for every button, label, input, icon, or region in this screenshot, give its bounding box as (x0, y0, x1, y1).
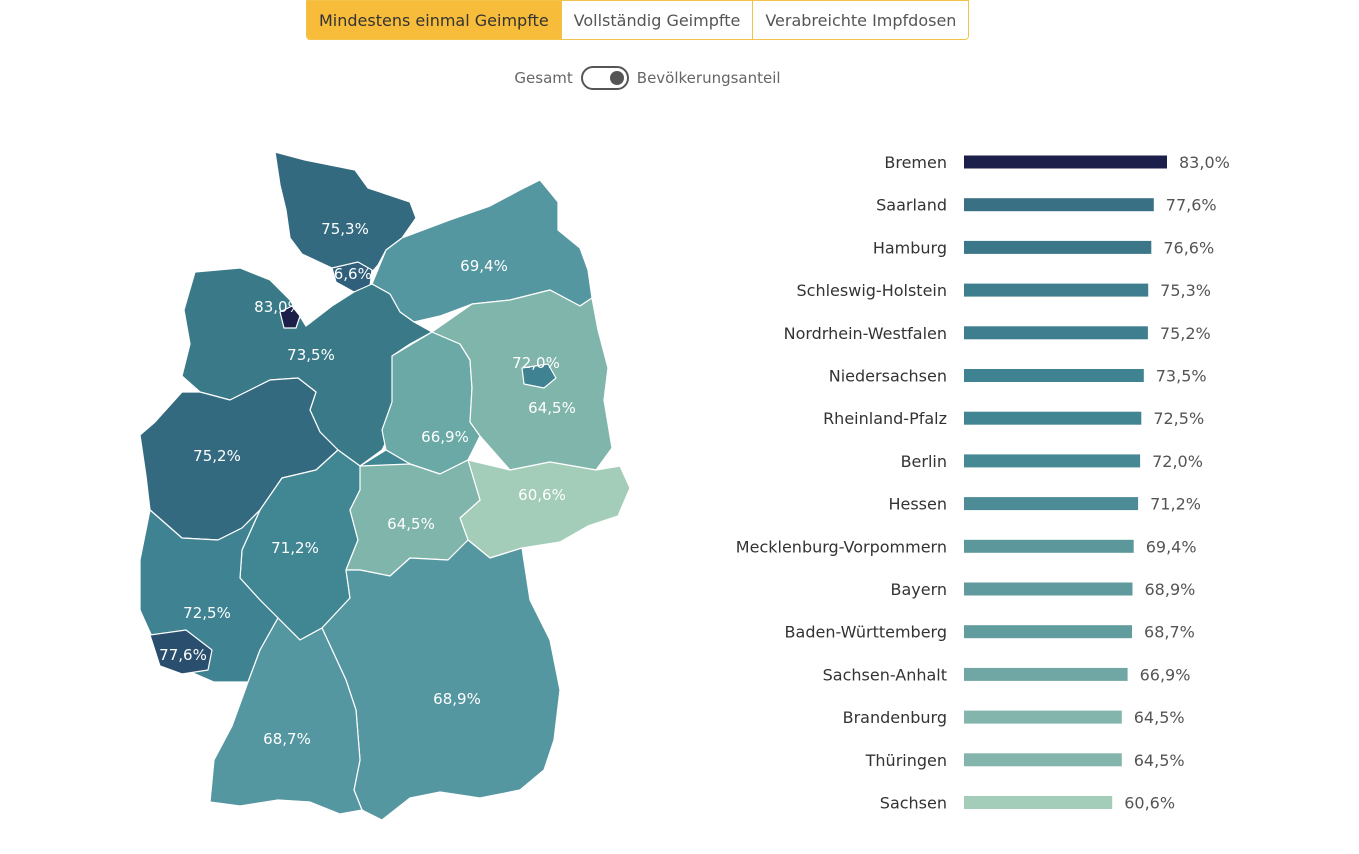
map-label-bayern: 68,9% (433, 690, 481, 708)
bar-rheinland-pfalz[interactable] (964, 411, 1142, 425)
bar-berlin[interactable] (964, 454, 1141, 468)
bar-value-label-hessen: 71,2% (1150, 495, 1201, 514)
map-label-thueringen: 64,5% (387, 515, 435, 533)
bar-category-bremen: Bremen (884, 153, 947, 172)
map-region-baden-wuerttemberg[interactable] (209, 617, 363, 815)
bar-value-label-mecklenburg-vorpommern: 69,4% (1146, 537, 1197, 556)
bar-value-label-baden-wuerttemberg: 68,7% (1144, 623, 1195, 642)
map-label-hessen: 71,2% (271, 539, 319, 557)
ranking-bar-chart: Bremen 83,0% Saarland 77,6% Hamburg 76,6% Schl… (736, 153, 1230, 813)
bar-value-label-nordrhein-westfalen: 75,2% (1160, 324, 1211, 343)
bar-schleswig-holstein[interactable] (964, 283, 1149, 297)
germany-map: 75,3% 76,6% 69,4% 83,0% 73,5% 72,0% 64,5… (139, 151, 631, 821)
bar-category-hessen: Hessen (888, 495, 947, 514)
map-label-mecklenburg-vorpommern: 69,4% (460, 257, 508, 275)
toggle-label-bevoelkerungsanteil: Bevölkerungsanteil (636, 69, 781, 87)
map-region-bayern[interactable] (321, 539, 561, 821)
bar-category-thueringen: Thüringen (865, 751, 947, 770)
bar-value-label-schleswig-holstein: 75,3% (1160, 281, 1211, 300)
tab-mindestens-einmal-geimpfte[interactable]: Mindestens einmal Geimpfte (307, 1, 561, 39)
map-region-brandenburg[interactable] (431, 289, 613, 471)
map-label-hamburg: 76,6% (324, 265, 372, 283)
bar-bremen[interactable] (964, 155, 1167, 169)
bar-sachsen[interactable] (964, 796, 1113, 809)
bar-category-hamburg: Hamburg (873, 238, 947, 257)
bar-value-label-brandenburg: 64,5% (1134, 708, 1185, 727)
bar-niedersachsen[interactable] (964, 369, 1144, 382)
bar-bayern[interactable] (964, 582, 1133, 596)
metric-tabs: Mindestens einmal Geimpfte Vollständig G… (306, 0, 970, 40)
bar-value-label-rheinland-pfalz: 72,5% (1153, 409, 1204, 428)
bar-sachsen-anhalt[interactable] (964, 667, 1128, 681)
bar-category-nordrhein-westfalen: Nordrhein-Westfalen (784, 324, 947, 343)
map-label-brandenburg: 64,5% (528, 399, 576, 417)
bar-hamburg[interactable] (964, 240, 1152, 254)
bar-value-label-bremen: 83,0% (1179, 153, 1230, 172)
view-toggle: Gesamt Bevölkerungsanteil (0, 66, 1295, 90)
map-label-nordrhein-westfalen: 75,2% (193, 447, 241, 465)
bar-value-label-sachsen: 60,6% (1124, 794, 1175, 813)
tab-verabreichte-impfdosen[interactable]: Verabreichte Impfdosen (752, 1, 969, 39)
toggle-knob (609, 71, 624, 85)
bar-value-label-bayern: 68,9% (1145, 580, 1196, 599)
bar-hessen[interactable] (964, 497, 1139, 511)
bar-value-label-hamburg: 76,6% (1163, 238, 1214, 257)
map-label-berlin: 72,0% (512, 354, 560, 372)
tab-vollstaendig-geimpfte[interactable]: Vollständig Geimpfte (560, 1, 753, 39)
map-label-saarland: 77,6% (159, 646, 207, 664)
bar-value-label-thueringen: 64,5% (1134, 751, 1185, 770)
bar-thueringen[interactable] (964, 753, 1122, 767)
bar-category-mecklenburg-vorpommern: Mecklenburg-Vorpommern (736, 537, 947, 556)
bar-nordrhein-westfalen[interactable] (964, 326, 1148, 340)
bar-value-label-sachsen-anhalt: 66,9% (1140, 665, 1191, 684)
bar-category-brandenburg: Brandenburg (843, 708, 947, 727)
bar-category-sachsen: Sachsen (880, 794, 947, 813)
bar-value-label-berlin: 72,0% (1152, 452, 1203, 471)
bar-category-berlin: Berlin (901, 452, 947, 471)
map-label-rheinland-pfalz: 72,5% (183, 604, 231, 622)
view-toggle-switch[interactable] (580, 66, 629, 90)
map-region-bremen[interactable] (279, 305, 301, 329)
bar-category-sachsen-anhalt: Sachsen-Anhalt (823, 665, 947, 684)
bar-mecklenburg-vorpommern[interactable] (964, 539, 1134, 553)
map-label-sachsen-anhalt: 66,9% (421, 428, 469, 446)
map-region-berlin[interactable] (521, 363, 557, 389)
map-label-schleswig-holstein: 75,3% (321, 220, 369, 238)
map-label-niedersachsen: 73,5% (287, 346, 335, 364)
toggle-label-gesamt: Gesamt (514, 69, 573, 87)
bar-baden-wuerttemberg[interactable] (964, 625, 1132, 639)
map-region-schleswig-holstein[interactable] (274, 151, 417, 289)
bar-category-saarland: Saarland (876, 196, 947, 215)
map-label-baden-wuerttemberg: 68,7% (263, 730, 311, 748)
bar-category-bayern: Bayern (890, 580, 947, 599)
bar-value-label-niedersachsen: 73,5% (1156, 367, 1207, 386)
bar-category-rheinland-pfalz: Rheinland-Pfalz (823, 409, 947, 428)
map-region-saarland[interactable] (149, 629, 213, 675)
bar-value-label-saarland: 77,6% (1166, 196, 1217, 215)
map-label-bremen: 83,0% (254, 298, 302, 316)
bar-category-niedersachsen: Niedersachsen (829, 367, 947, 386)
bar-category-schleswig-holstein: Schleswig-Holstein (797, 281, 947, 300)
map-label-sachsen: 60,6% (518, 486, 566, 504)
bar-brandenburg[interactable] (964, 710, 1122, 724)
bar-category-baden-wuerttemberg: Baden-Württemberg (785, 623, 947, 642)
bar-saarland[interactable] (964, 198, 1154, 212)
